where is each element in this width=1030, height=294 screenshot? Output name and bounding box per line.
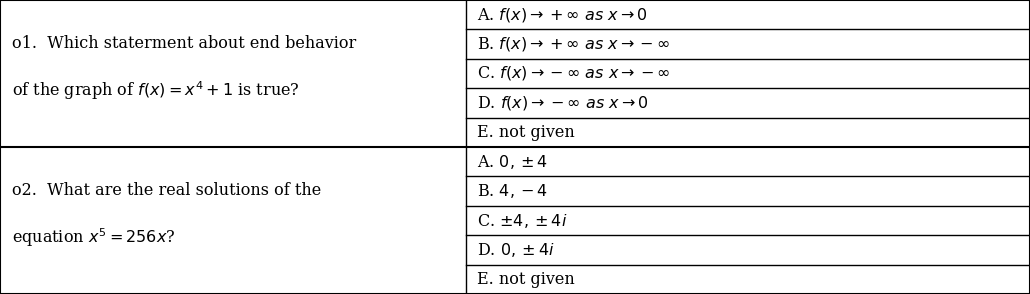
Text: D. $f(x) \rightarrow -\infty\ \mathit{as}\ x \rightarrow 0$: D. $f(x) \rightarrow -\infty\ \mathit{as… bbox=[477, 94, 649, 112]
Text: of the graph of $f(x) = x^4 + 1$ is true?: of the graph of $f(x) = x^4 + 1$ is true… bbox=[12, 79, 300, 102]
Text: E. not given: E. not given bbox=[477, 124, 575, 141]
Text: D. $0, \pm4i$: D. $0, \pm4i$ bbox=[477, 241, 554, 259]
Text: equation $x^5 = 256x$?: equation $x^5 = 256x$? bbox=[12, 226, 176, 249]
Text: C. $f(x) \rightarrow -\infty\ \mathit{as}\ x \rightarrow -\infty$: C. $f(x) \rightarrow -\infty\ \mathit{as… bbox=[477, 64, 671, 83]
Text: B. $4, -4$: B. $4, -4$ bbox=[477, 182, 548, 200]
Text: A. $0, \pm4$: A. $0, \pm4$ bbox=[477, 153, 548, 171]
Text: E. not given: E. not given bbox=[477, 271, 575, 288]
Text: C. $\pm4, \pm4i$: C. $\pm4, \pm4i$ bbox=[477, 211, 568, 230]
Text: o1.  Which staterment about end behavior: o1. Which staterment about end behavior bbox=[12, 35, 356, 52]
Text: o2.  What are the real solutions of the: o2. What are the real solutions of the bbox=[12, 182, 321, 199]
Text: A. $f(x) \rightarrow +\infty\ \mathit{as}\ x \rightarrow 0$: A. $f(x) \rightarrow +\infty\ \mathit{as… bbox=[477, 6, 648, 24]
Text: B. $f(x) \rightarrow +\infty\ \mathit{as}\ x \rightarrow -\infty$: B. $f(x) \rightarrow +\infty\ \mathit{as… bbox=[477, 35, 670, 53]
